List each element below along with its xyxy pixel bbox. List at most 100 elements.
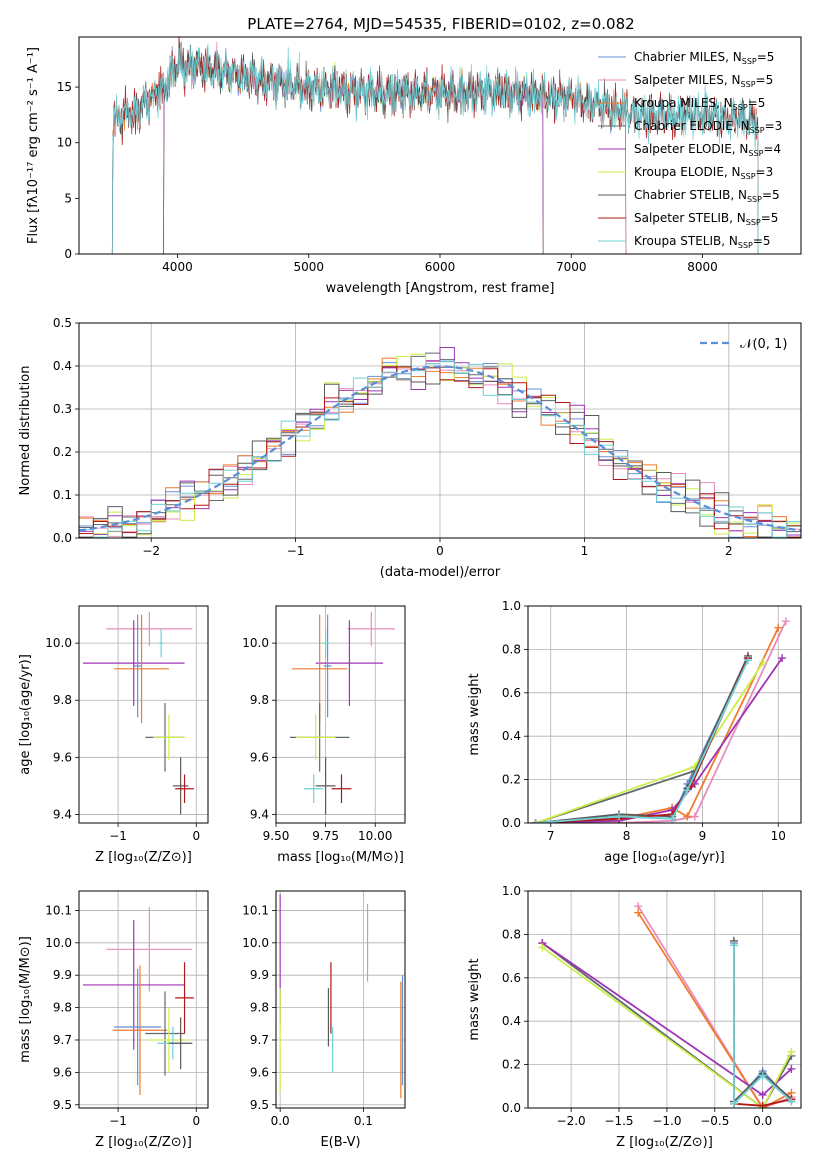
y-tick-label: 9.4 [53,807,72,821]
x-tick-label: 0.0 [753,1114,772,1128]
panel-mass-weight-vs-age: 7 8 9 10 0.0 0.2 0.4 0.6 0.8 1.0 age [log₁₀(age/yr… [467,599,802,865]
weight-series [535,657,783,823]
plot-area [538,902,796,1108]
y-tick-label: 1.0 [502,884,521,898]
x-tick-label: 2 [725,544,733,558]
y-tick-label: 10.1 [242,903,269,917]
spectrum-legend: Chabrier MILES, NSSP=5 Salpeter MILES, NS… [598,50,782,250]
weight-marker [634,908,643,917]
x-tick-label: 0 [436,544,444,558]
y-tick-label: 9.6 [53,750,72,764]
weight-series [535,627,780,823]
y-tick-label: 0.4 [53,359,72,373]
x-tick-label: 10 [771,829,786,843]
axes-frame [275,605,406,824]
plot-area [111,37,759,254]
plot-area [279,894,404,1099]
figure-title: PLATE=2764, MJD=54535, FIBERID=0102, z=0… [247,15,634,33]
weight-series [535,657,749,823]
x-axis-label: (data-model)/error [380,565,501,580]
legend-entry: Kroupa MILES, NSSP=5 [634,96,765,112]
axes-frame [78,890,209,1109]
y-axis-label: mass weight [467,958,482,1040]
y-tick-label: 0.8 [502,642,521,656]
y-tick-label: 5 [64,191,72,205]
panel-spectrum: 4000 5000 6000 7000 8000 0 5 10 15 wavelength [An… [26,36,802,296]
axes-frame [275,890,406,1109]
y-axis-label: mass [log₁₀(M/M⊙)] [18,936,33,1063]
weight-series [535,659,749,823]
weight-series [637,912,792,1108]
y-tick-label: 9.7 [53,1033,72,1047]
x-tick-label: 7 [547,829,555,843]
weight-marker [683,786,692,795]
y-tick-label: 0.8 [502,927,521,941]
x-axis-label: Z [log₁₀(Z/Z⊙)] [95,1135,192,1150]
x-tick-label: −1.0 [652,1114,681,1128]
histogram-series [79,360,801,538]
x-axis-label: E(B-V) [320,1135,360,1150]
weight-marker [778,654,787,663]
y-tick-label: 10.1 [45,903,72,917]
x-tick-label: −0.5 [700,1114,729,1128]
y-tick-label: 10 [57,136,72,150]
spectrum-series-kroupa-miles [111,44,627,254]
y-tick-label: 10.0 [242,936,269,950]
y-tick-label: 9.8 [53,693,72,707]
x-tick-label: 0 [192,1114,200,1128]
y-tick-label: 15 [57,80,72,94]
y-tick-label: 0.2 [502,1058,521,1072]
legend-entry: Salpeter MILES, NSSP=5 [634,73,773,89]
weight-marker [743,656,752,665]
x-tick-label: 0 [192,829,200,843]
x-axis-label: Z [log₁₀(Z/Z⊙)] [616,1135,713,1150]
weight-series [535,657,749,823]
panel-mass-vs-Z: −1 0 9.5 9.6 9.7 9.8 9.9 10.0 10.1 Z [log₁₀(Z/Z⊙)… [18,890,209,1150]
y-tick-label: 0.2 [53,445,72,459]
y-tick-label: 0.6 [502,686,521,700]
weight-marker [690,812,699,821]
weight-marker [787,1047,796,1056]
y-axis-label: Flux [fλ10⁻¹⁷ erg cm⁻² s⁻¹ A⁻¹] [26,47,41,244]
y-tick-label: 9.5 [53,1098,72,1112]
panel-age-vs-Z: −1 0 9.4 9.6 9.8 10.0 Z [log₁₀(Z/Z⊙)] age [log₁… [18,605,209,865]
x-tick-label: 1 [581,544,589,558]
panel-mass-weight-vs-Z: −2.0 −1.5 −1.0 −0.5 0.0 0.0 0.2 0.4 0.6 0.8 1.0 Z [… [467,884,802,1150]
y-tick-label: 0.4 [502,1014,521,1028]
weight-marker [758,1090,767,1099]
axes-frame [78,36,802,255]
weight-marker [729,1099,738,1108]
weight-marker [531,819,540,823]
y-tick-label: 9.7 [250,1033,269,1047]
x-tick-label: −1 [109,829,127,843]
weight-marker [759,658,768,667]
x-tick-label: −2.0 [557,1114,586,1128]
y-tick-label: 9.5 [250,1098,269,1112]
axes-frame [78,605,209,824]
legend-entry: 𝒩(0, 1) [740,337,787,352]
weight-series [535,655,749,823]
x-tick-label: −1 [109,1114,127,1128]
weight-marker [774,623,783,632]
y-tick-label: 10.0 [45,636,72,650]
weight-series [541,946,793,1108]
plot-area [82,611,194,815]
y-tick-label: 9.8 [53,1001,72,1015]
y-tick-label: 0.2 [502,773,521,787]
weight-marker [668,814,677,823]
x-tick-label: 9 [699,829,707,843]
weight-marker [758,1071,767,1080]
axes-frame [527,890,802,1109]
plot-area [79,347,801,538]
x-axis-label: wavelength [Angstrom, rest frame] [326,281,555,296]
weight-marker [615,812,623,821]
weight-series [535,657,749,823]
y-tick-label: 9.4 [250,807,269,821]
plot-area [531,617,790,823]
axes-frame [527,605,802,824]
spectrum-series-chabrier-miles [111,45,627,254]
weight-marker [683,812,692,821]
weight-marker [787,1064,796,1073]
y-axis-label: Normed distribution [18,366,33,496]
